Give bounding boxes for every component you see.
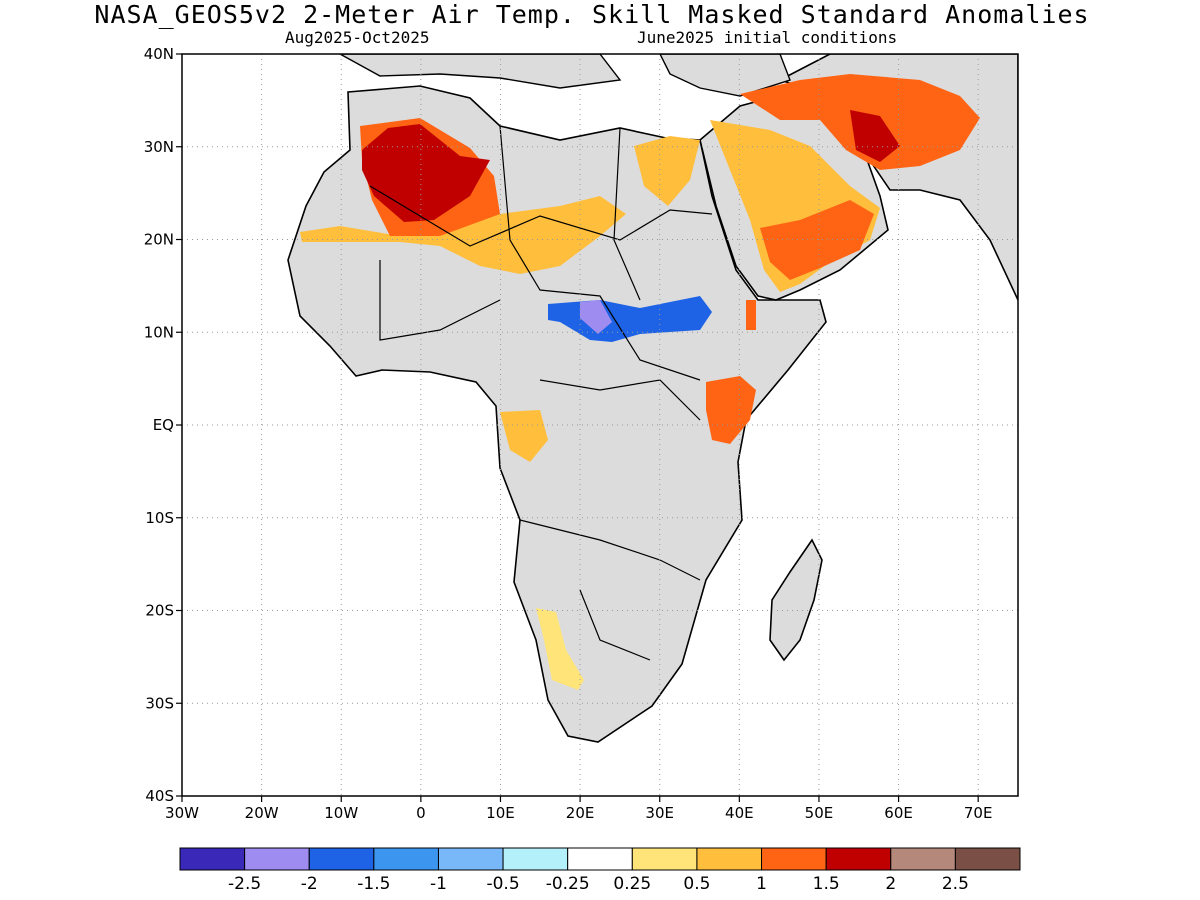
- border-line: [519, 519, 701, 581]
- lat-tick-label: 40S: [145, 787, 174, 805]
- lat-tick-label: 10N: [144, 323, 174, 341]
- anomaly-sahara-west: [362, 124, 490, 222]
- colorbar-label: 1: [756, 874, 767, 894]
- lon-tick-label: 20E: [566, 804, 595, 822]
- colorbar-label: -1: [430, 874, 447, 894]
- colorbar-swatch: [696, 847, 763, 871]
- lon-tick-label: 10E: [486, 804, 515, 822]
- lon-tick-label: 60E: [884, 804, 913, 822]
- lat-tick-label: 10S: [145, 509, 174, 527]
- colorbar-swatch: [890, 847, 956, 871]
- colorbar-swatch: [502, 847, 569, 871]
- colorbar: [179, 847, 1021, 871]
- lon-tick-label: 30W: [165, 804, 199, 822]
- anomaly-egypt-libya: [634, 136, 700, 206]
- lon-tick-label: 20W: [245, 804, 279, 822]
- anomaly-namibia: [536, 608, 584, 690]
- colorbar-swatch: [373, 847, 439, 871]
- lon-tick-label: 10W: [324, 804, 358, 822]
- anomaly-ethiopia-spot: [746, 300, 756, 330]
- initial-conditions: June2025 initial conditions: [637, 28, 898, 47]
- forecast-period: Aug2025-Oct2025: [285, 28, 430, 47]
- anomaly-iran-core: [850, 110, 900, 162]
- border-line: [499, 125, 701, 381]
- border-line: [613, 127, 641, 301]
- colorbar-label: -0.25: [546, 874, 590, 894]
- border-line: [369, 185, 713, 247]
- colorbar-label: -2: [301, 874, 318, 894]
- anomaly-car-cool-core: [580, 300, 612, 334]
- colorbar-swatch: [308, 847, 375, 871]
- lat-tick-label: 20S: [145, 602, 174, 620]
- colorbar-swatch: [761, 847, 827, 871]
- colorbar-swatch: [244, 847, 310, 871]
- lat-tick-label: 30N: [144, 138, 174, 156]
- turkey-landmass: [659, 54, 791, 97]
- colorbar-label: 0.25: [613, 874, 651, 894]
- colorbar-label: -0.5: [486, 874, 519, 894]
- colorbar-label: -2.5: [228, 874, 261, 894]
- lat-tick-label: EQ: [153, 416, 174, 434]
- colorbar-labels: -2.5 -2 -1.5 -1 -0.5 -0.25 0.25 0.5 1 1.5 2 2.5: [228, 874, 969, 894]
- colorbar-swatch: [567, 847, 633, 871]
- lon-tick-label: 70E: [964, 804, 993, 822]
- anomaly-gabon: [500, 410, 548, 462]
- colorbar-swatch: [954, 847, 1021, 871]
- colorbar-swatch: [437, 847, 504, 871]
- colorbar-label: 2.5: [942, 874, 969, 894]
- lon-tick-label: 0: [416, 804, 426, 822]
- colorbar-label: -1.5: [357, 874, 390, 894]
- border-line: [379, 260, 501, 341]
- colorbar-label: 2: [885, 874, 896, 894]
- colorbar-swatch: [179, 847, 246, 871]
- lat-tick-label: 40N: [144, 45, 174, 63]
- lat-tick-label: 20N: [144, 231, 174, 249]
- europe-landmass: [339, 54, 622, 89]
- lon-tick-label: 50E: [805, 804, 834, 822]
- anomaly-sahel-belt: [300, 196, 626, 274]
- colorbar-label: 0.5: [683, 874, 710, 894]
- border-line: [579, 589, 651, 661]
- madagascar: [769, 538, 823, 662]
- colorbar-swatch: [825, 847, 892, 871]
- map-title: NASA_GEOS5v2 2-Meter Air Temp. Skill Mas…: [94, 0, 1090, 29]
- border-line: [539, 379, 701, 421]
- colorbar-label: 1.5: [813, 874, 840, 894]
- anomaly-kenya-somalia: [706, 376, 756, 444]
- lon-tick-label: 30E: [645, 804, 674, 822]
- lat-tick-label: 30S: [145, 694, 174, 712]
- colorbar-swatch: [631, 847, 698, 871]
- lon-tick-label: 40E: [725, 804, 754, 822]
